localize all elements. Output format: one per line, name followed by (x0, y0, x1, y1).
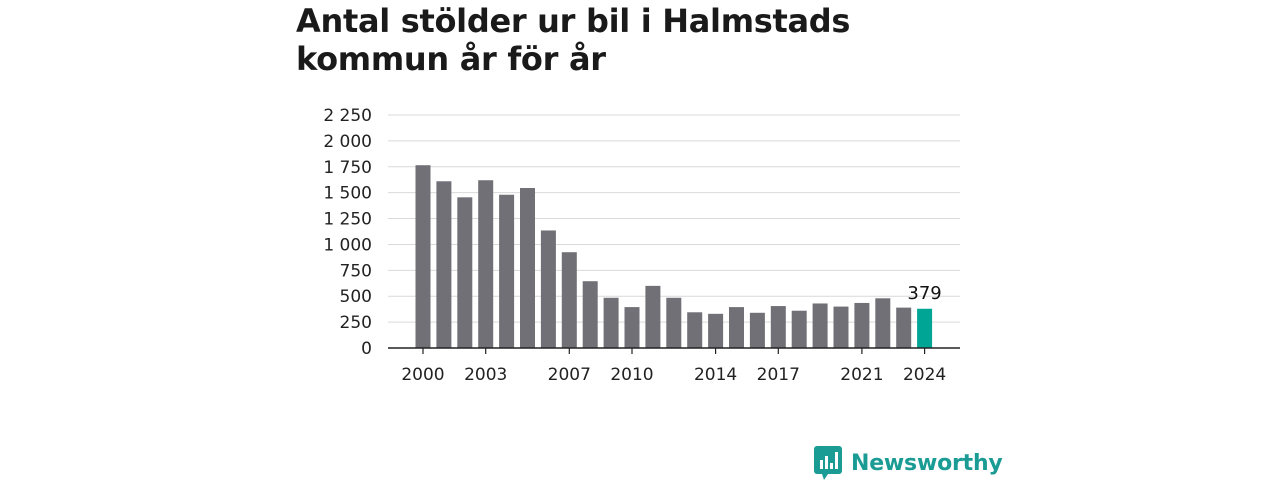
y-tick-label: 1 500 (323, 184, 372, 204)
x-tick-label: 2021 (840, 365, 883, 385)
x-tick-label: 2024 (903, 365, 946, 385)
highlight-value-label: 379 (907, 283, 941, 304)
bar (666, 297, 682, 348)
bar (582, 281, 598, 348)
bar-highlight (917, 308, 933, 348)
bar (854, 302, 870, 348)
data-labels: 379 (907, 283, 941, 304)
y-tick-label: 1 750 (323, 158, 372, 178)
bar (708, 313, 724, 348)
bar (896, 307, 912, 348)
bar (875, 298, 891, 348)
brand-name: Newsworthy (851, 450, 1003, 476)
y-axis-ticks: 0 250 500 750 1 000 1 250 1 500 1 750 2 000 2 250 (323, 106, 372, 359)
bar (749, 312, 765, 348)
bar (561, 252, 577, 348)
bar (415, 165, 431, 348)
bar (645, 285, 661, 348)
bar (791, 310, 807, 348)
y-tick-label: 2 250 (323, 106, 372, 126)
newsworthy-logo-icon (814, 446, 842, 480)
y-tick-label: 250 (340, 313, 372, 333)
x-tick-label: 2010 (610, 365, 653, 385)
bar (478, 180, 494, 348)
x-tick-label: 2014 (694, 365, 737, 385)
bar (833, 306, 849, 348)
bar (457, 197, 473, 348)
y-tick-label: 500 (340, 287, 372, 307)
y-tick-label: 2 000 (323, 132, 372, 152)
x-tick-label: 2017 (757, 365, 800, 385)
bar (540, 230, 556, 348)
y-tick-label: 750 (340, 261, 372, 281)
bar (687, 312, 703, 348)
y-tick-label: 1 250 (323, 210, 372, 230)
bar (624, 307, 640, 348)
x-tick-label: 2007 (548, 365, 591, 385)
grid-lines (388, 114, 960, 323)
x-tick-label: 2000 (401, 365, 444, 385)
bar (520, 188, 535, 348)
y-tick-label: 1 000 (323, 235, 372, 255)
chart-title: Antal stölder ur bil i Halmstads kommun … (296, 2, 851, 78)
bar (603, 297, 619, 348)
bar (436, 181, 452, 348)
y-tick-label: 0 (361, 339, 372, 359)
bar (729, 307, 744, 348)
x-tick-label: 2003 (464, 365, 507, 385)
x-axis-ticks: 2000 2003 2007 2010 2014 2017 2021 2024 (388, 347, 960, 385)
bars (415, 165, 933, 348)
bar (770, 306, 786, 348)
bar (499, 194, 515, 348)
bar (812, 303, 828, 348)
newsworthy-logo[interactable]: Newsworthy (814, 446, 1003, 480)
